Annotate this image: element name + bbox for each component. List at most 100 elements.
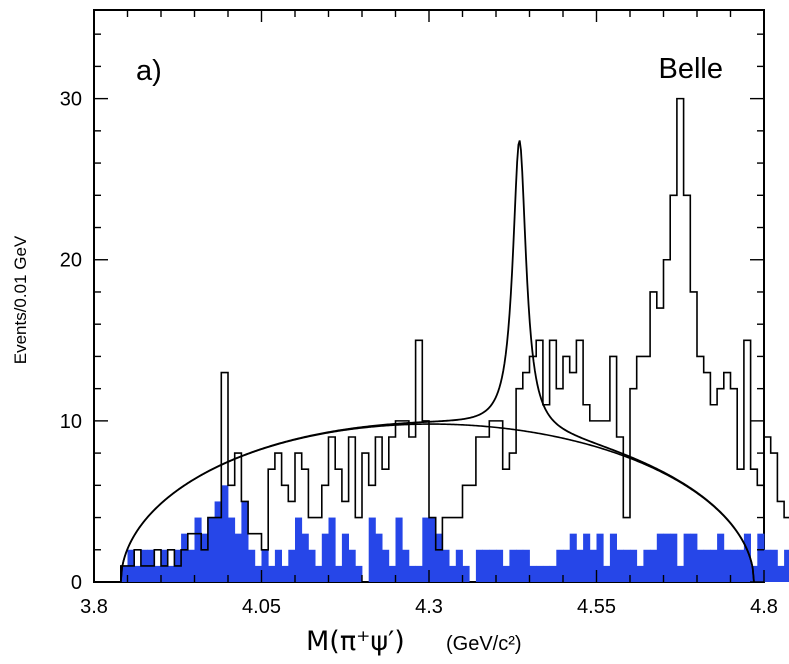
sideband-bar xyxy=(194,517,202,582)
fit-curves xyxy=(119,140,755,583)
y-tick-label: 10 xyxy=(60,411,82,433)
sideband-bar xyxy=(375,533,383,582)
axis-labels: 3.8 4.05 4.3 4.55 4.8 0 10 20 30 xyxy=(60,89,778,618)
sideband-bar xyxy=(770,549,778,582)
sideband-bar xyxy=(576,549,584,582)
y-tick-label: 0 xyxy=(71,572,82,594)
sideband-bar xyxy=(382,549,390,582)
x-axis-title: M(π⁺ψ′) xyxy=(306,626,405,657)
sideband-bar xyxy=(408,565,416,582)
sideband-bar xyxy=(348,549,356,582)
sideband-bar xyxy=(201,533,209,582)
sideband-bar xyxy=(355,565,363,582)
sideband-bar xyxy=(683,533,691,582)
sideband-bar xyxy=(207,517,215,582)
sideband-bar xyxy=(536,565,544,582)
sideband-bar xyxy=(676,565,684,582)
sideband-bar xyxy=(723,549,731,582)
sideband-bar xyxy=(650,549,658,582)
sideband-bar xyxy=(368,517,376,582)
sideband-bar xyxy=(516,549,524,582)
sideband-bar xyxy=(181,533,189,582)
sideband-bar xyxy=(402,549,410,582)
x-tick-label: 4.55 xyxy=(577,596,616,618)
sideband-bar xyxy=(254,565,262,582)
y-axis-title: Events/0.01 GeV xyxy=(11,235,30,364)
sideband-bar xyxy=(214,501,222,582)
sideband-bar xyxy=(288,549,296,582)
sideband-bar xyxy=(308,549,316,582)
sideband-bar xyxy=(335,565,343,582)
sideband-bar xyxy=(690,533,698,582)
sideband-bar xyxy=(321,533,329,582)
axis-ticks xyxy=(93,10,765,583)
sideband-bar xyxy=(697,549,705,582)
sideband-bar xyxy=(422,517,430,582)
sideband-bar xyxy=(228,517,236,582)
sideband-bar xyxy=(603,565,611,582)
sideband-bar xyxy=(764,549,772,582)
sideband-bar xyxy=(643,549,651,582)
sideband-bar xyxy=(341,533,349,582)
data-histogram xyxy=(120,97,789,582)
sideband-bar xyxy=(234,533,242,582)
sideband-bar xyxy=(187,549,195,582)
sideband-bar xyxy=(583,533,591,582)
sideband-bar xyxy=(703,549,711,582)
y-tick-label: 20 xyxy=(60,250,82,272)
sideband-bar xyxy=(496,549,504,582)
sideband-bar xyxy=(301,533,309,582)
sideband-bar xyxy=(388,565,396,582)
panel-label: a) xyxy=(136,55,162,87)
sideband-bar xyxy=(663,533,671,582)
sideband-bar xyxy=(415,565,423,582)
sideband-bar xyxy=(616,549,624,582)
sideband-bar xyxy=(261,549,269,582)
sideband-bar xyxy=(656,533,664,582)
sideband-bar xyxy=(757,533,765,582)
sideband-bar xyxy=(221,485,229,582)
x-axis-unit: (GeV/c²) xyxy=(446,633,522,655)
sideband-bar xyxy=(556,549,564,582)
sideband-bar xyxy=(248,549,256,582)
sideband-bar xyxy=(596,533,604,582)
sideband-bar xyxy=(589,549,597,582)
total-fit-curve xyxy=(119,140,755,583)
sideband-bar xyxy=(730,549,738,582)
x-tick-label: 4.05 xyxy=(242,596,281,618)
sideband-histogram xyxy=(120,485,789,582)
sideband-bar xyxy=(455,549,463,582)
sideband-bar xyxy=(609,533,617,582)
sideband-bar xyxy=(750,565,758,582)
sideband-bar xyxy=(449,565,457,582)
experiment-label: Belle xyxy=(659,53,724,85)
x-tick-label: 4.3 xyxy=(415,596,443,618)
sideband-bar xyxy=(489,549,497,582)
sideband-bar xyxy=(295,517,303,582)
sideband-bar xyxy=(274,549,282,582)
x-tick-label: 4.8 xyxy=(750,596,778,618)
sideband-bar xyxy=(241,501,249,582)
sideband-bar xyxy=(502,565,510,582)
sideband-bar xyxy=(134,565,142,582)
sideband-bar xyxy=(737,549,745,582)
sideband-bar xyxy=(777,565,785,582)
sideband-bar xyxy=(670,533,678,582)
sideband-bar xyxy=(522,549,530,582)
sideband-bar xyxy=(442,549,450,582)
sideband-bar xyxy=(154,565,162,582)
sideband-bar xyxy=(784,549,789,582)
sideband-bar xyxy=(549,565,557,582)
data-step-line xyxy=(120,97,789,582)
sideband-bar xyxy=(743,533,751,582)
sideband-bar xyxy=(435,533,443,582)
sideband-bar xyxy=(710,549,718,582)
sideband-bar xyxy=(120,565,128,582)
sideband-bar xyxy=(482,549,490,582)
sideband-bar xyxy=(636,565,644,582)
sideband-bar xyxy=(462,565,470,582)
sideband-bar xyxy=(281,565,289,582)
sideband-bar xyxy=(563,549,571,582)
sideband-bar xyxy=(717,533,725,582)
